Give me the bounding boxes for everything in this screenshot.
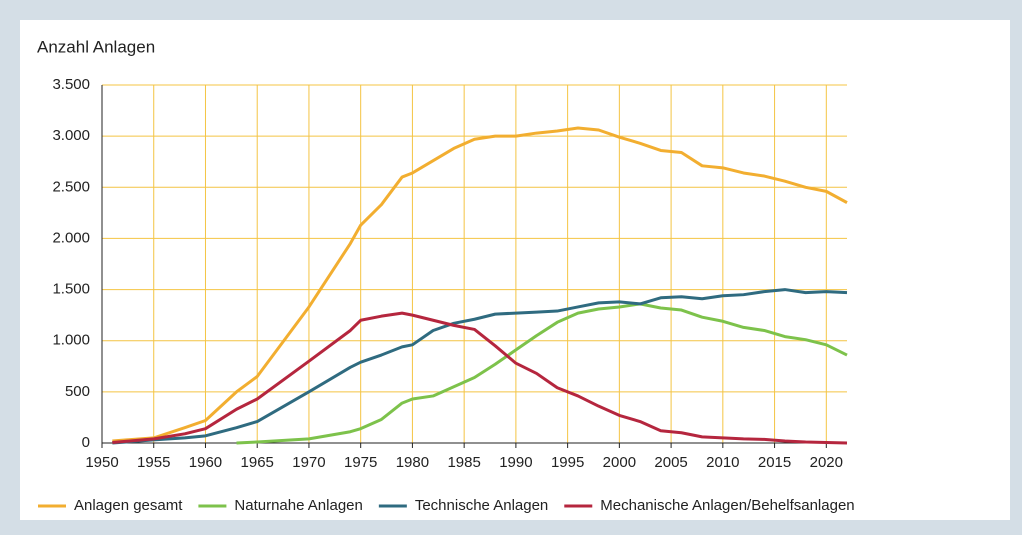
x-tick-label: 2015 [758, 454, 791, 471]
x-tick-label: 2005 [654, 454, 687, 471]
y-tick-label: 2.000 [52, 229, 90, 246]
x-tick-label: 2010 [706, 454, 739, 471]
y-tick-label: 1.500 [52, 281, 90, 298]
x-tick-label: 1990 [499, 454, 532, 471]
series-line [112, 288, 848, 445]
y-tick-label: 3.000 [52, 127, 90, 144]
legend-label: Technische Anlagen [415, 497, 548, 514]
x-tick-label: 2000 [603, 454, 636, 471]
y-tick-label: 500 [65, 383, 90, 400]
x-tick-label: 1980 [396, 454, 429, 471]
x-tick-label: 1960 [189, 454, 222, 471]
y-tick-label: 0 [82, 434, 90, 451]
y-axis-label: Anzahl Anlagen [37, 37, 155, 56]
y-tick-label: 2.500 [52, 178, 90, 195]
x-tick-label: 1975 [344, 454, 377, 471]
x-tick-label: 1950 [85, 454, 118, 471]
legend-label: Naturnahe Anlagen [234, 497, 362, 514]
x-tick-label: 1985 [447, 454, 480, 471]
series-line [112, 126, 848, 443]
x-tick-label: 2020 [810, 454, 843, 471]
legend-label: Anlagen gesamt [74, 497, 183, 514]
y-tick-label: 1.000 [52, 332, 90, 349]
x-tick-label: 1955 [137, 454, 170, 471]
legend-label: Mechanische Anlagen/Behelfsanlagen [600, 497, 854, 514]
x-tick-label: 1965 [241, 454, 274, 471]
panel [20, 20, 1010, 520]
series-line [236, 302, 848, 445]
x-tick-label: 1995 [551, 454, 584, 471]
series-line [112, 311, 848, 445]
x-tick-label: 1970 [292, 454, 325, 471]
y-tick-label: 3.500 [52, 76, 90, 93]
